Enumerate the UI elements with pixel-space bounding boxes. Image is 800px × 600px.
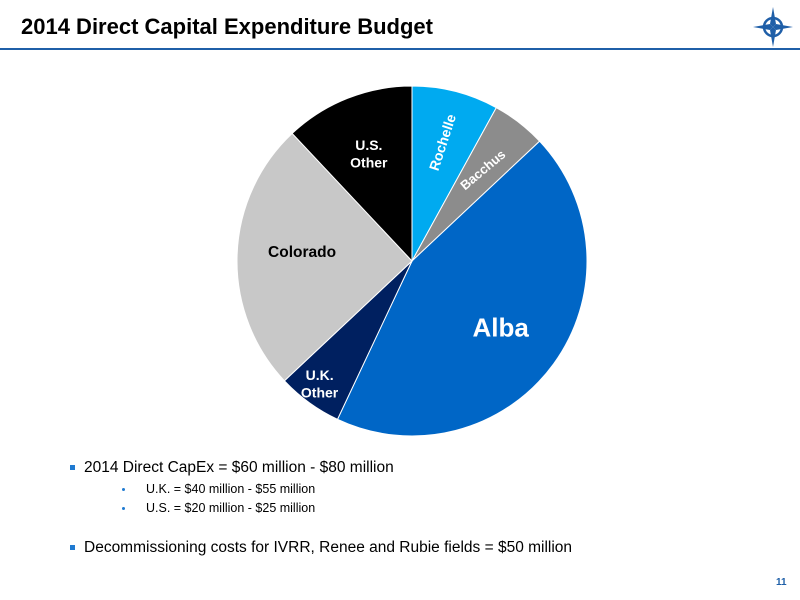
bullet-decommissioning-text: Decommissioning costs for IVRR, Renee an… (84, 539, 573, 556)
bullet-decommissioning: Decommissioning costs for IVRR, Renee an… (70, 538, 770, 558)
slide-title: 2014 Direct Capital Expenditure Budget (21, 14, 433, 39)
bullet-list: 2014 Direct CapEx = $60 million - $80 mi… (70, 458, 770, 558)
pie-label-colorado: Colorado (268, 244, 336, 261)
compass-star-icon (753, 7, 793, 47)
page-number: 11 (776, 577, 787, 588)
sub-bullet-uk: U.K. = $40 million - $55 million (84, 480, 770, 499)
sub-bullet-us: U.S. = $20 million - $25 million (84, 499, 770, 518)
pie-label-u-s-other: U.S. Other (350, 137, 388, 171)
pie-slice-u-s-other (291, 85, 413, 263)
pie-label-alba: Alba (473, 312, 530, 342)
bullet-capex: 2014 Direct CapEx = $60 million - $80 mi… (70, 458, 770, 518)
pie-label-u-k-other: U.K. Other (301, 367, 339, 401)
pie-slice-alba (336, 140, 588, 437)
title-divider (0, 48, 800, 50)
sub-bullet-list: U.K. = $40 million - $55 million U.S. = … (84, 480, 770, 518)
bullet-capex-text: 2014 Direct CapEx = $60 million - $80 mi… (84, 459, 394, 476)
pie-slice-colorado (236, 132, 413, 382)
